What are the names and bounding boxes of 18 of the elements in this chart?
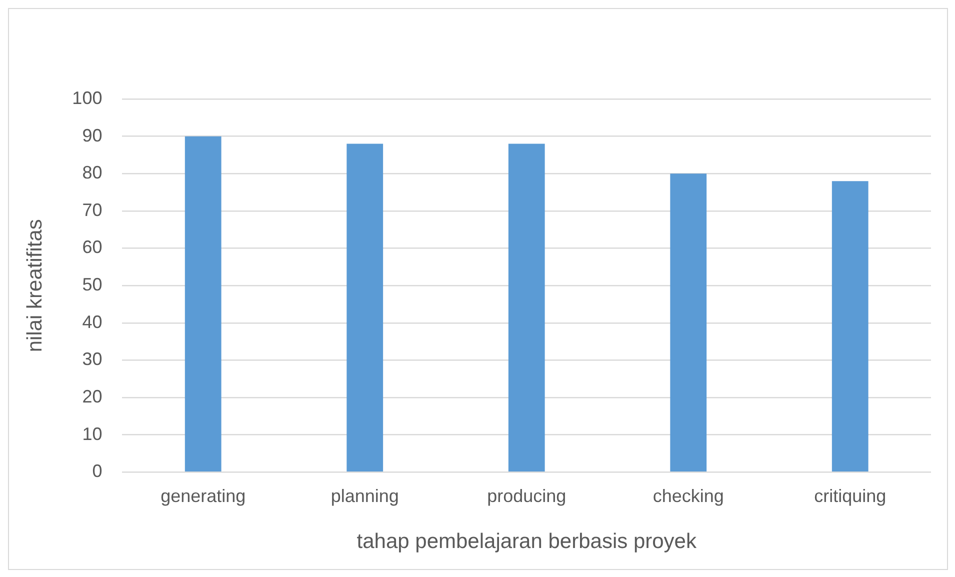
y-tick-label: 20	[82, 386, 102, 407]
x-tick-label: planning	[330, 486, 399, 506]
y-tick-label: 60	[82, 237, 102, 258]
y-tick-label: 0	[92, 461, 102, 482]
y-tick-label: 30	[82, 349, 102, 370]
x-axis-title: tahap pembelajaran berbasis proyek	[356, 530, 697, 554]
x-tick-label: critiquing	[814, 486, 886, 506]
y-tick-label: 100	[72, 88, 102, 108]
y-tick-label: 40	[82, 312, 102, 332]
y-axis-title: nilai kreatifitas	[23, 219, 46, 352]
y-tick-label: 90	[82, 125, 102, 146]
x-tick-label: checking	[652, 486, 724, 506]
x-tick-label: producing	[487, 486, 566, 506]
y-tick-label: 80	[82, 162, 102, 183]
y-tick-label: 50	[82, 274, 102, 295]
y-tick-label: 10	[82, 424, 102, 444]
x-tick-label: generating	[160, 486, 246, 506]
y-tick-label: 70	[82, 200, 102, 220]
